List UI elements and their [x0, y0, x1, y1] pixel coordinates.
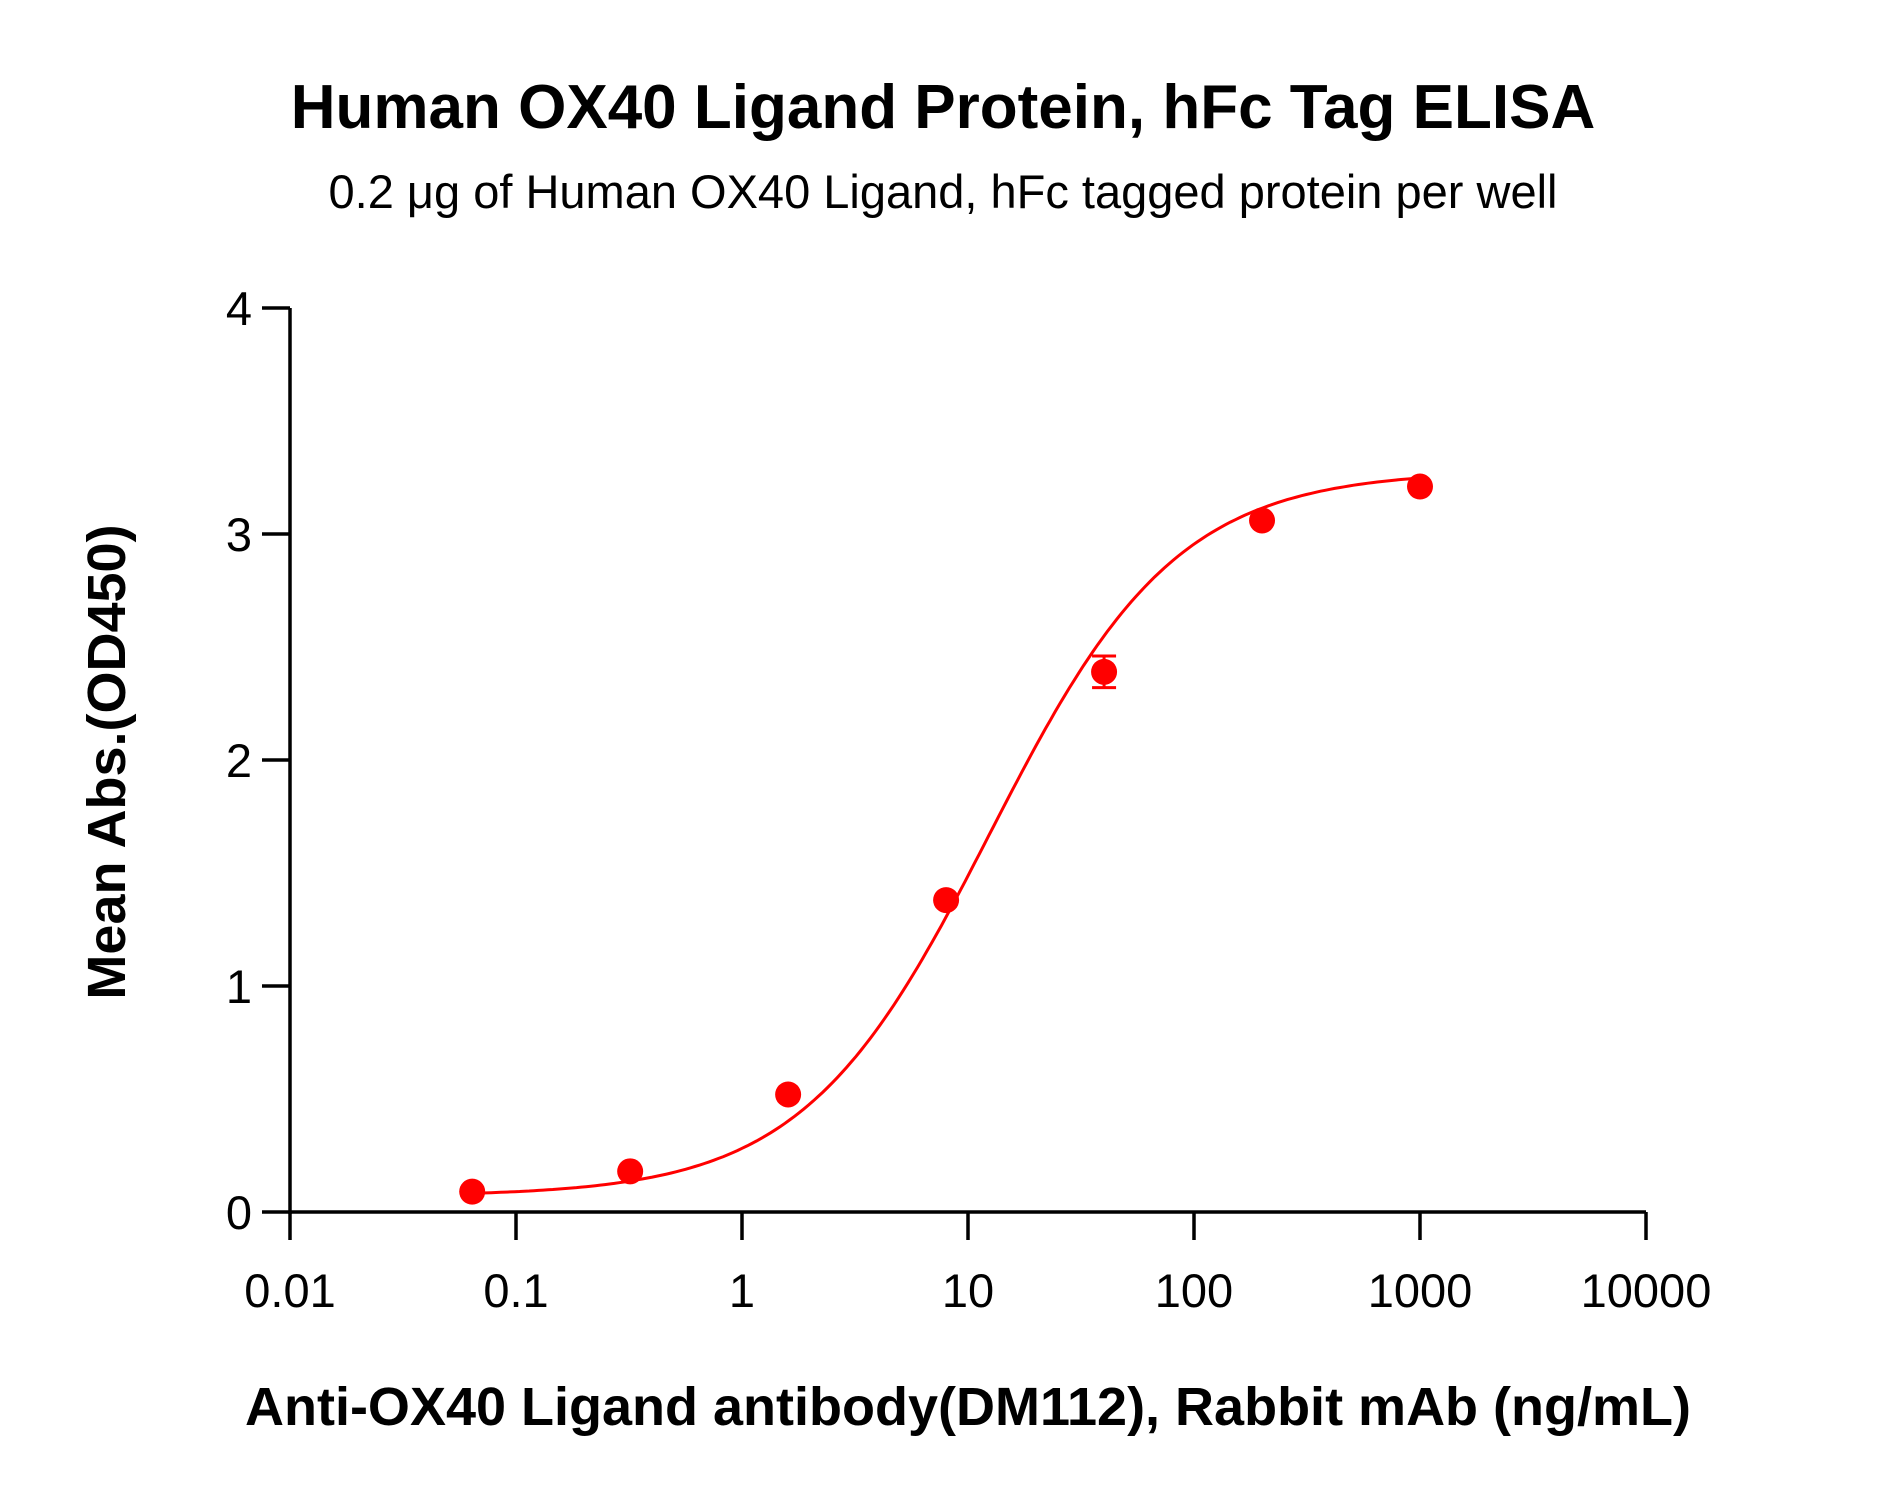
- data-point: [933, 887, 960, 914]
- y-tick-label: 4: [226, 282, 252, 335]
- x-tick-label: 100: [1155, 1264, 1233, 1317]
- chart-title: Human OX40 Ligand Protein, hFc Tag ELISA: [291, 73, 1595, 142]
- y-tick-label: 3: [226, 508, 252, 561]
- data-point: [1091, 658, 1118, 685]
- x-tick-label: 10: [942, 1264, 994, 1317]
- x-tick-label: 1000: [1368, 1264, 1473, 1317]
- y-axis-label: Mean Abs.(OD450): [77, 524, 137, 999]
- fit-curve: [472, 476, 1421, 1195]
- x-tick-label: 0.01: [244, 1264, 335, 1317]
- y-tick-label: 1: [226, 960, 252, 1013]
- data-marks: [459, 473, 1433, 1205]
- data-point: [775, 1081, 802, 1108]
- chart-subtitle: 0.2 μg of Human OX40 Ligand, hFc tagged …: [329, 165, 1558, 218]
- x-tick-label: 10000: [1581, 1264, 1712, 1317]
- y-tick-label: 0: [226, 1186, 252, 1239]
- x-tick-label: 0.1: [483, 1264, 548, 1317]
- x-axis-label: Anti-OX40 Ligand antibody(DM112), Rabbit…: [245, 1377, 1691, 1437]
- y-tick-label: 2: [226, 734, 252, 787]
- x-tick-label: 1: [729, 1264, 755, 1317]
- data-point: [459, 1178, 486, 1205]
- data-point: [617, 1158, 644, 1185]
- axes: 0.01 0.1 1 10 100 1000 10000 0 1 2 3 4: [226, 282, 1711, 1317]
- data-point: [1249, 507, 1276, 534]
- data-point: [1407, 473, 1433, 500]
